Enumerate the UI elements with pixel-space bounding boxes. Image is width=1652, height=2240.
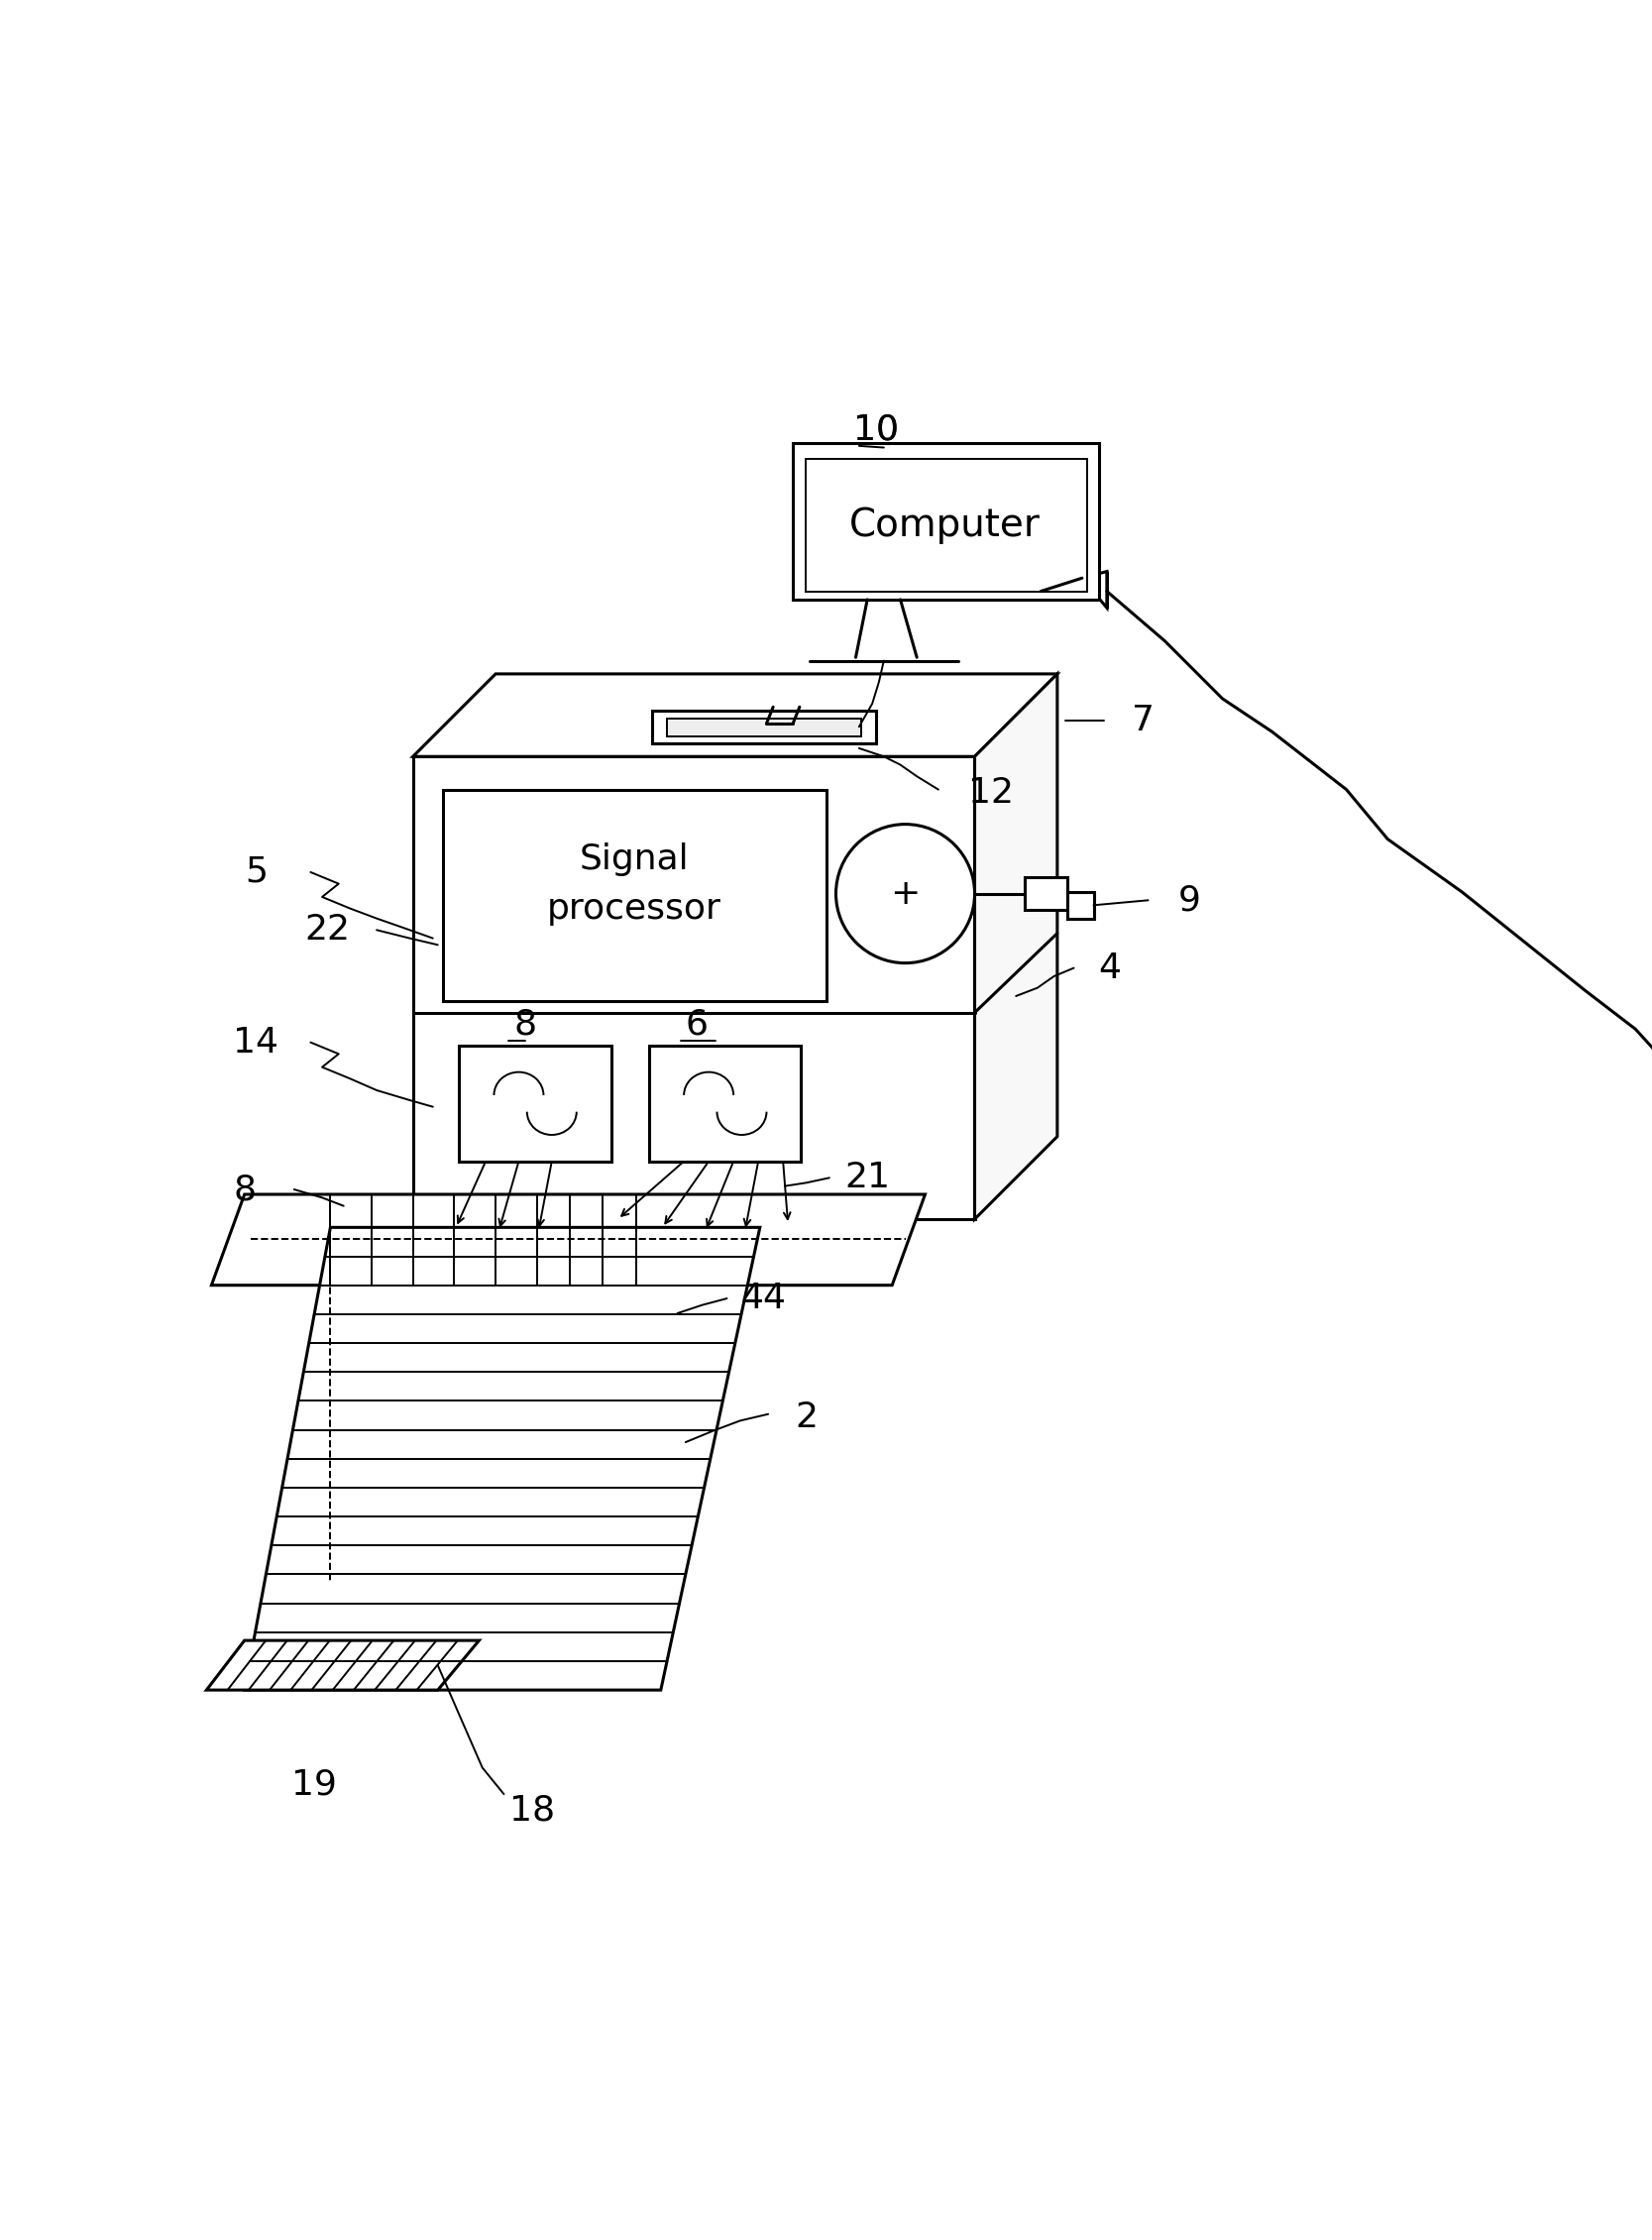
Bar xyxy=(793,444,1099,600)
Text: 5: 5 xyxy=(244,856,268,889)
Polygon shape xyxy=(459,1046,611,1160)
Text: +: + xyxy=(890,876,920,909)
Polygon shape xyxy=(649,1046,801,1160)
Text: 7: 7 xyxy=(1132,703,1155,737)
Polygon shape xyxy=(975,674,1057,1219)
Text: 8: 8 xyxy=(233,1172,256,1207)
Text: 22: 22 xyxy=(304,914,350,948)
Text: 19: 19 xyxy=(291,1767,337,1801)
Text: 21: 21 xyxy=(844,1160,890,1194)
Text: Computer: Computer xyxy=(849,506,1041,544)
Polygon shape xyxy=(413,757,975,1219)
Polygon shape xyxy=(443,788,826,1001)
Text: Signal: Signal xyxy=(580,842,689,876)
Polygon shape xyxy=(413,674,1057,757)
Text: 4: 4 xyxy=(1099,952,1122,986)
Text: 8: 8 xyxy=(514,1008,537,1042)
Bar xyxy=(806,459,1087,591)
Circle shape xyxy=(836,824,975,963)
Text: 9: 9 xyxy=(1178,883,1201,916)
Polygon shape xyxy=(653,710,876,744)
Text: 2: 2 xyxy=(795,1400,818,1434)
Text: 12: 12 xyxy=(968,775,1014,809)
Polygon shape xyxy=(667,719,861,737)
Text: 18: 18 xyxy=(509,1794,555,1828)
Bar xyxy=(1024,878,1067,909)
Text: 44: 44 xyxy=(740,1281,786,1315)
Polygon shape xyxy=(211,1194,925,1286)
Polygon shape xyxy=(206,1640,479,1689)
Text: 10: 10 xyxy=(852,412,899,446)
Text: 6: 6 xyxy=(686,1008,709,1042)
Polygon shape xyxy=(244,1228,760,1689)
Text: processor: processor xyxy=(547,892,722,925)
Text: 14: 14 xyxy=(233,1026,279,1060)
Bar xyxy=(1067,892,1094,918)
Text: 10: 10 xyxy=(852,412,899,446)
